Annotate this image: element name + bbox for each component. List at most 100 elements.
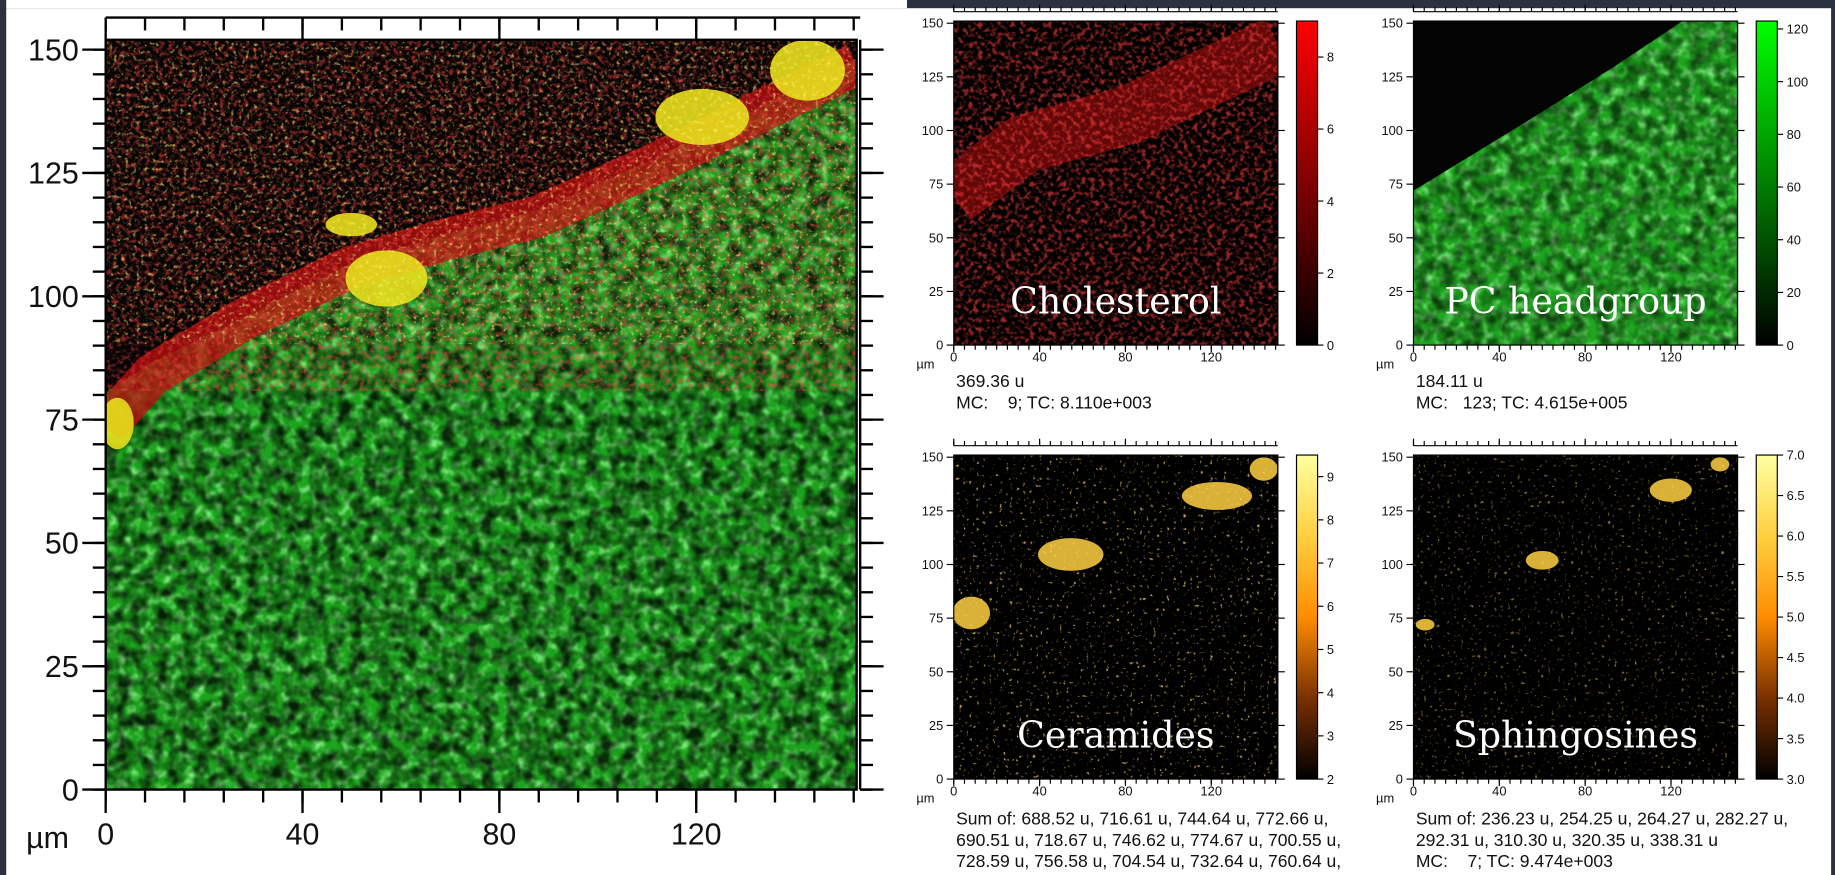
- info-text: 184.11 u: [1416, 371, 1483, 391]
- colorbar-tick-label: 3.0: [1787, 772, 1805, 787]
- info-text: 690.51 u, 718.67 u, 746.62 u, 774.67 u, …: [956, 830, 1341, 850]
- y-tick-label: 50: [45, 527, 79, 561]
- colorbar-tick-label: 8: [1327, 50, 1334, 65]
- x-tick-label: 0: [1410, 349, 1417, 364]
- colorbar-tick-label: 5: [1327, 642, 1334, 657]
- x-tick-label: 0: [1410, 783, 1417, 798]
- colorbar: [1755, 454, 1778, 780]
- y-tick-label: 25: [1389, 284, 1403, 299]
- colorbar: [1755, 20, 1778, 346]
- ion-label: Sphingosines: [1453, 713, 1698, 756]
- x-tick-label: 0: [950, 783, 957, 798]
- yellow-blob: [105, 397, 134, 450]
- colorbar-tick-label: 9: [1327, 469, 1334, 484]
- colorbar: [1295, 454, 1319, 780]
- x-tick-label: 80: [1578, 349, 1592, 364]
- x-tick-label: 80: [1578, 783, 1592, 798]
- y-tick-label: 25: [1389, 718, 1403, 733]
- colorbar-tick-label: 2: [1327, 772, 1334, 787]
- x-tick-label: 120: [1660, 783, 1681, 798]
- y-tick-label: 50: [1389, 230, 1403, 245]
- x-tick-label: 120: [1660, 349, 1681, 364]
- x-tick-label: 80: [482, 818, 516, 852]
- overlay-image: [105, 39, 857, 790]
- y-tick-label: 150: [28, 33, 79, 67]
- colorbar-tick-label: 60: [1787, 180, 1801, 195]
- x-tick-label: 80: [1118, 349, 1132, 364]
- colorbar-tick-label: 3: [1327, 729, 1334, 744]
- x-tick-label: 40: [286, 818, 320, 852]
- info-text: 369.36 u: [956, 371, 1024, 391]
- dark-region: [1413, 21, 1683, 191]
- colorbar-tick-label: 6: [1327, 599, 1334, 614]
- colorbar-tick-label: 40: [1787, 232, 1801, 247]
- y-tick-label: 0: [936, 772, 943, 787]
- y-tick-label: 100: [28, 280, 79, 314]
- unit-label: µm: [1376, 356, 1394, 371]
- x-tick-label: 0: [97, 818, 114, 852]
- y-tick-label: 0: [936, 338, 943, 353]
- y-tick-label: 25: [45, 650, 79, 684]
- colorbar-tick-label: 2: [1327, 266, 1334, 281]
- info-text: Sum of: 236.23 u, 254.25 u, 264.27 u, 28…: [1416, 809, 1788, 829]
- orange-speckle: [953, 455, 1278, 780]
- y-tick-label: 75: [929, 177, 943, 192]
- colorbar-tick-label: 7.0: [1787, 448, 1805, 463]
- y-tick-label: 150: [922, 16, 943, 31]
- colorbar-tick-label: 5.5: [1787, 569, 1805, 584]
- y-tick-label: 50: [929, 230, 943, 245]
- orange-speckle: [1413, 455, 1738, 780]
- info-text: 292.31 u, 310.30 u, 320.35 u, 338.31 u: [1416, 830, 1718, 850]
- y-tick-label: 50: [1389, 664, 1403, 679]
- x-tick-label: 80: [1118, 783, 1132, 798]
- plot-frame: [104, 38, 858, 791]
- x-tick-label: 40: [1032, 349, 1046, 364]
- ion-image: [953, 455, 1278, 780]
- y-tick-label: 125: [1381, 503, 1402, 518]
- red-speckle: [953, 21, 1278, 346]
- y-tick-label: 100: [922, 123, 943, 138]
- canvas-top: [6, 0, 907, 9]
- colorbar-tick-label: 6: [1327, 122, 1334, 137]
- unit-label: µm: [916, 356, 934, 371]
- colorbar-tick-label: 7: [1327, 556, 1334, 571]
- colorbar: [1295, 20, 1319, 346]
- y-tick-label: 125: [922, 503, 943, 518]
- ion-image: [1413, 21, 1738, 346]
- x-tick-label: 120: [671, 818, 722, 852]
- colorbar-tick-label: 3.5: [1787, 731, 1805, 746]
- y-tick-label: 75: [45, 403, 79, 437]
- colorbar-tick-label: 100: [1787, 74, 1808, 89]
- colorbar-tick-label: 4.0: [1787, 691, 1805, 706]
- info-text: MC: 9; TC: 8.110e+003: [956, 392, 1152, 412]
- colorbar-tick-label: 0: [1787, 338, 1794, 353]
- x-tick-label: 120: [1201, 783, 1222, 798]
- colorbar-tick-label: 4: [1327, 194, 1334, 209]
- ion-label: Ceramides: [1017, 713, 1214, 756]
- y-tick-label: 25: [929, 284, 943, 299]
- x-tick-label: 0: [950, 349, 957, 364]
- x-tick-label: 40: [1032, 783, 1046, 798]
- ion-image: [1413, 455, 1738, 780]
- y-tick-label: 100: [922, 557, 943, 572]
- unit-label: µm: [26, 821, 69, 855]
- colorbar-tick-label: 8: [1327, 513, 1334, 528]
- y-tick-label: 150: [1381, 450, 1402, 465]
- unit-label: µm: [916, 790, 934, 805]
- info-text: MC: 123; TC: 4.615e+005: [1416, 392, 1628, 412]
- colorbar-tick-label: 20: [1787, 285, 1801, 300]
- colorbar-tick-label: 5.0: [1787, 610, 1805, 625]
- y-tick-label: 150: [1381, 16, 1402, 31]
- colorbar-tick-label: 80: [1787, 127, 1801, 142]
- x-tick-label: 40: [1492, 783, 1506, 798]
- y-tick-label: 150: [922, 450, 943, 465]
- y-tick-label: 75: [1389, 177, 1403, 192]
- info-text: MC: 7; TC: 9.474e+003: [1416, 851, 1613, 871]
- y-tick-label: 50: [929, 664, 943, 679]
- y-tick-label: 100: [1381, 557, 1402, 572]
- ion-image: [953, 21, 1278, 346]
- info-text: 728.59 u, 756.58 u, 704.54 u, 732.64 u, …: [956, 851, 1341, 871]
- y-tick-label: 75: [1389, 611, 1403, 626]
- ion-label: PC headgroup: [1444, 280, 1706, 323]
